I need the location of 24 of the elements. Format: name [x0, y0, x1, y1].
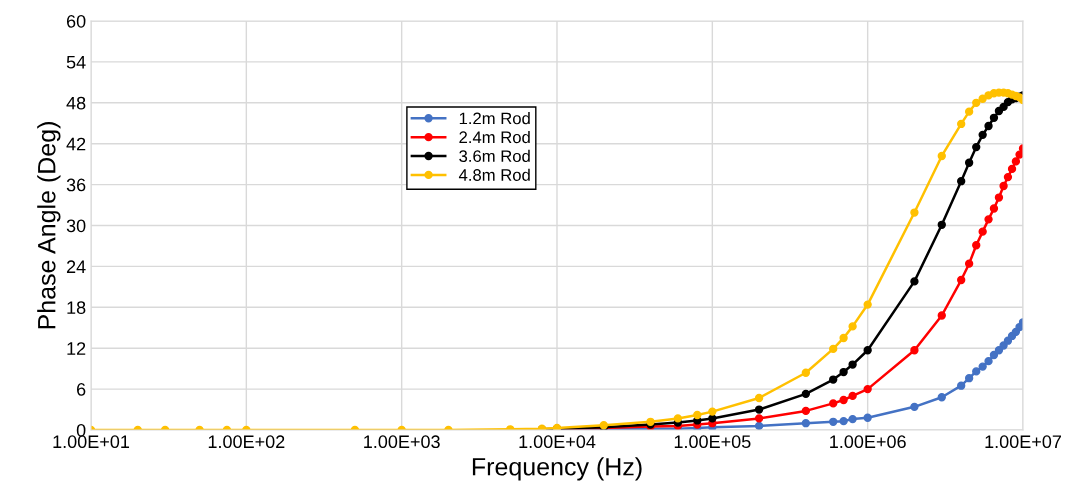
x-tick-label: 1.00E+05	[674, 435, 751, 449]
x-tick-label: 1.00E+01	[53, 435, 130, 449]
x-tick-label: 1.00E+02	[208, 435, 285, 449]
x-tick-label: 1.00E+04	[519, 435, 596, 449]
y-tick-label: 12	[67, 342, 86, 355]
x-tick-label: 1.00E+03	[364, 435, 440, 449]
y-tick-label: 0	[76, 423, 86, 437]
legend-label: 4.8m Rod	[458, 168, 530, 181]
y-tick-label: 18	[67, 301, 86, 315]
y-tick-label: 42	[66, 137, 86, 151]
x-axis-title: Frequency (Hz)	[472, 457, 642, 481]
y-tick-label: 24	[66, 260, 86, 273]
y-tick-label: 6	[77, 383, 86, 396]
legend-label: 1.2m Rod	[459, 112, 530, 125]
x-tick-label: 1.00E+07	[985, 435, 1061, 449]
y-axis-title: Phase Angle (Deg)	[37, 122, 61, 329]
x-tick-label: 1.00E+06	[830, 435, 906, 449]
y-tick-label: 60	[66, 14, 86, 28]
y-tick-label: 30	[66, 219, 86, 233]
legend-label: 2.4m Rod	[459, 130, 530, 144]
y-tick-label: 54	[66, 56, 86, 69]
y-tick-label: 36	[66, 178, 86, 192]
legend-label: 3.6m Rod	[459, 149, 530, 163]
y-tick-label: 48	[66, 96, 86, 110]
